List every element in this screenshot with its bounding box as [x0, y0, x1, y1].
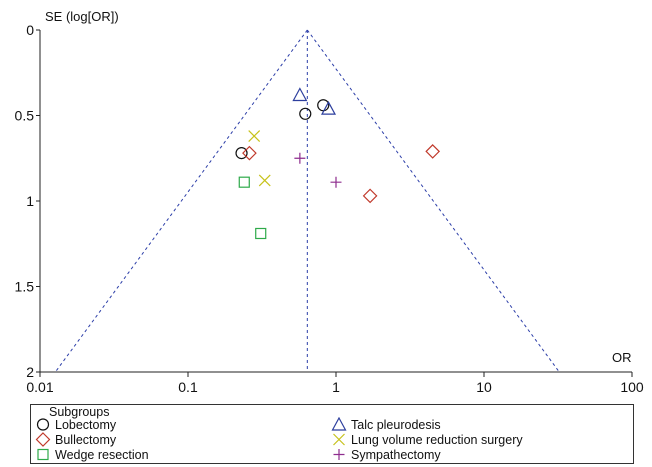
- x-tick-label: 100: [620, 379, 644, 395]
- legend-symbol-talc-pleurodesis: [331, 417, 347, 431]
- y-tick-label: 0.5: [15, 108, 35, 124]
- legend-symbol-lung-volume-reduction-surgery: [333, 433, 345, 446]
- legend-symbol-bullectomy: [35, 432, 51, 447]
- point-lung-volume-reduction-surgery: [248, 130, 261, 142]
- legend-label: Lung volume reduction surgery: [351, 432, 523, 447]
- diamond-marker-icon: [35, 432, 51, 447]
- funnel-right-limit: [306, 29, 560, 373]
- funnel-plot: 0 0.5 1 1.5 20.01 0.1 1 10 100 SE (log[OR]) OR: [15, 9, 644, 395]
- x-tick-label: 0.1: [178, 379, 198, 395]
- x-marker-icon: [333, 433, 345, 446]
- y-tick-label: 1.5: [15, 279, 35, 295]
- point-talc-pleurodesis: [292, 87, 308, 102]
- legend-item-talc-pleurodesis: Talc pleurodesis: [331, 417, 441, 432]
- legend-item-bullectomy: Bullectomy: [35, 432, 116, 447]
- legend-label: Bullectomy: [55, 432, 117, 447]
- y-tick-label: 0: [26, 22, 34, 38]
- x-axis-label: OR: [612, 350, 632, 365]
- legend-item-sympathectomy: Sympathectomy: [331, 447, 441, 462]
- square-marker-icon: [37, 448, 49, 461]
- point-lobectomy: [299, 107, 312, 120]
- point-bullectomy: [362, 188, 378, 204]
- y-tick-label: 2: [26, 364, 34, 380]
- legend-title: Subgroups: [49, 405, 110, 419]
- point-lung-volume-reduction-surgery: [258, 174, 271, 187]
- point-sympathectomy: [294, 152, 306, 164]
- y-axis-label: SE (log[OR]): [45, 9, 119, 24]
- circle-marker-icon: [36, 418, 50, 431]
- x-tick-label: 0.01: [26, 379, 53, 395]
- point-wedge-resection: [238, 176, 250, 188]
- y-tick-label: 1: [26, 193, 34, 209]
- legend-label: Talc pleurodesis: [351, 417, 441, 432]
- point-bullectomy: [242, 145, 257, 161]
- legend-item-lobectomy: Lobectomy: [35, 417, 116, 432]
- point-bullectomy: [425, 144, 441, 159]
- point-lobectomy: [235, 147, 248, 160]
- legend-label: Lobectomy: [55, 417, 117, 432]
- funnel-left-limit: [54, 29, 308, 373]
- legend-symbol-lobectomy: [36, 418, 50, 431]
- legend-label: Sympathectomy: [351, 447, 441, 462]
- legend-symbol-wedge-resection: [37, 448, 49, 461]
- data-points: [235, 87, 441, 240]
- x-tick-label: 10: [476, 379, 492, 395]
- point-talc-pleurodesis: [321, 100, 337, 115]
- point-sympathectomy: [330, 176, 342, 188]
- legend-item-wedge-resection: Wedge resection: [35, 447, 149, 462]
- legend-label: Wedge resection: [55, 447, 149, 462]
- axes: 0 0.5 1 1.5 20.01 0.1 1 10 100: [15, 22, 644, 395]
- triangle-marker-icon: [331, 417, 347, 431]
- legend-item-lung-volume-reduction-surgery: Lung volume reduction surgery: [331, 432, 523, 447]
- x-tick-label: 1: [332, 379, 340, 395]
- plus-marker-icon: [333, 449, 345, 460]
- legend-symbol-sympathectomy: [333, 449, 345, 460]
- point-wedge-resection: [255, 227, 267, 240]
- funnel-lines: [54, 29, 560, 373]
- legend: Subgroups Lobectomy Talc pleurodesis Bulle…: [30, 404, 634, 464]
